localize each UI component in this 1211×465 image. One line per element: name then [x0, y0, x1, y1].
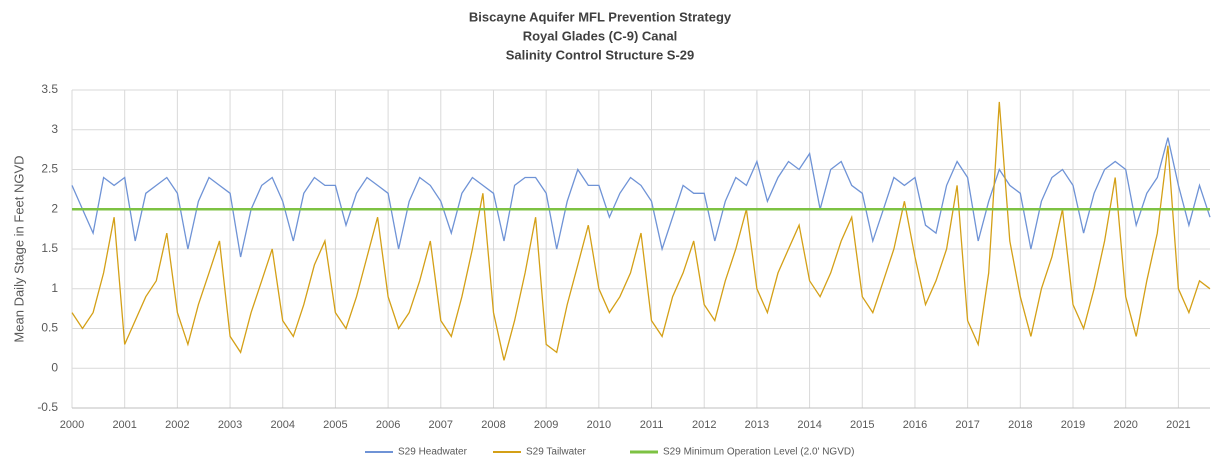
- data-line: [71, 137, 1211, 258]
- legend-label: S29 Headwater: [398, 447, 468, 458]
- x-tick-label: 2010: [587, 419, 611, 431]
- x-tick-label: 2008: [481, 419, 505, 431]
- x-tick-label: 2012: [692, 419, 716, 431]
- x-tick-label: 2007: [429, 419, 453, 431]
- chart-subtitle: Royal Glades (C-9) Canal: [523, 28, 678, 43]
- x-tick-label: 2003: [218, 419, 242, 431]
- x-tick-label: 2020: [1113, 419, 1137, 431]
- y-tick-label: 3: [51, 122, 58, 136]
- y-tick-label: 3.5: [41, 82, 58, 96]
- x-tick-label: 2013: [745, 419, 769, 431]
- y-tick-label: 1.5: [41, 241, 58, 255]
- chart-subtitle: Salinity Control Structure S-29: [506, 47, 695, 62]
- y-tick-label: 1: [51, 281, 58, 295]
- x-tick-label: 2002: [165, 419, 189, 431]
- x-tick-label: 2006: [376, 419, 400, 431]
- y-tick-label: 0: [51, 360, 58, 374]
- y-tick-label: -0.5: [37, 400, 58, 414]
- x-tick-label: 2009: [534, 419, 558, 431]
- chart-title: Biscayne Aquifer MFL Prevention Strategy: [469, 9, 732, 24]
- x-tick-label: 2017: [955, 419, 979, 431]
- x-tick-label: 2019: [1061, 419, 1085, 431]
- x-tick-label: 2001: [112, 419, 136, 431]
- y-axis-label: Mean Daily Stage in Feet NGVD: [11, 155, 26, 342]
- legend-label: S29 Tailwater: [526, 447, 587, 458]
- data-line: [71, 101, 1211, 361]
- x-tick-label: 2005: [323, 419, 347, 431]
- legend-label: S29 Minimum Operation Level (2.0' NGVD): [663, 447, 854, 458]
- x-tick-label: 2018: [1008, 419, 1032, 431]
- y-tick-label: 2: [51, 201, 58, 215]
- x-tick-label: 2011: [640, 419, 664, 431]
- x-tick-label: 2000: [60, 419, 84, 431]
- x-tick-label: 2004: [270, 419, 294, 431]
- y-tick-label: 2.5: [41, 162, 58, 176]
- y-tick-label: 0.5: [41, 321, 58, 335]
- x-tick-label: 2015: [850, 419, 874, 431]
- x-tick-label: 2014: [797, 419, 821, 431]
- x-tick-label: 2021: [1166, 419, 1190, 431]
- x-tick-label: 2016: [903, 419, 927, 431]
